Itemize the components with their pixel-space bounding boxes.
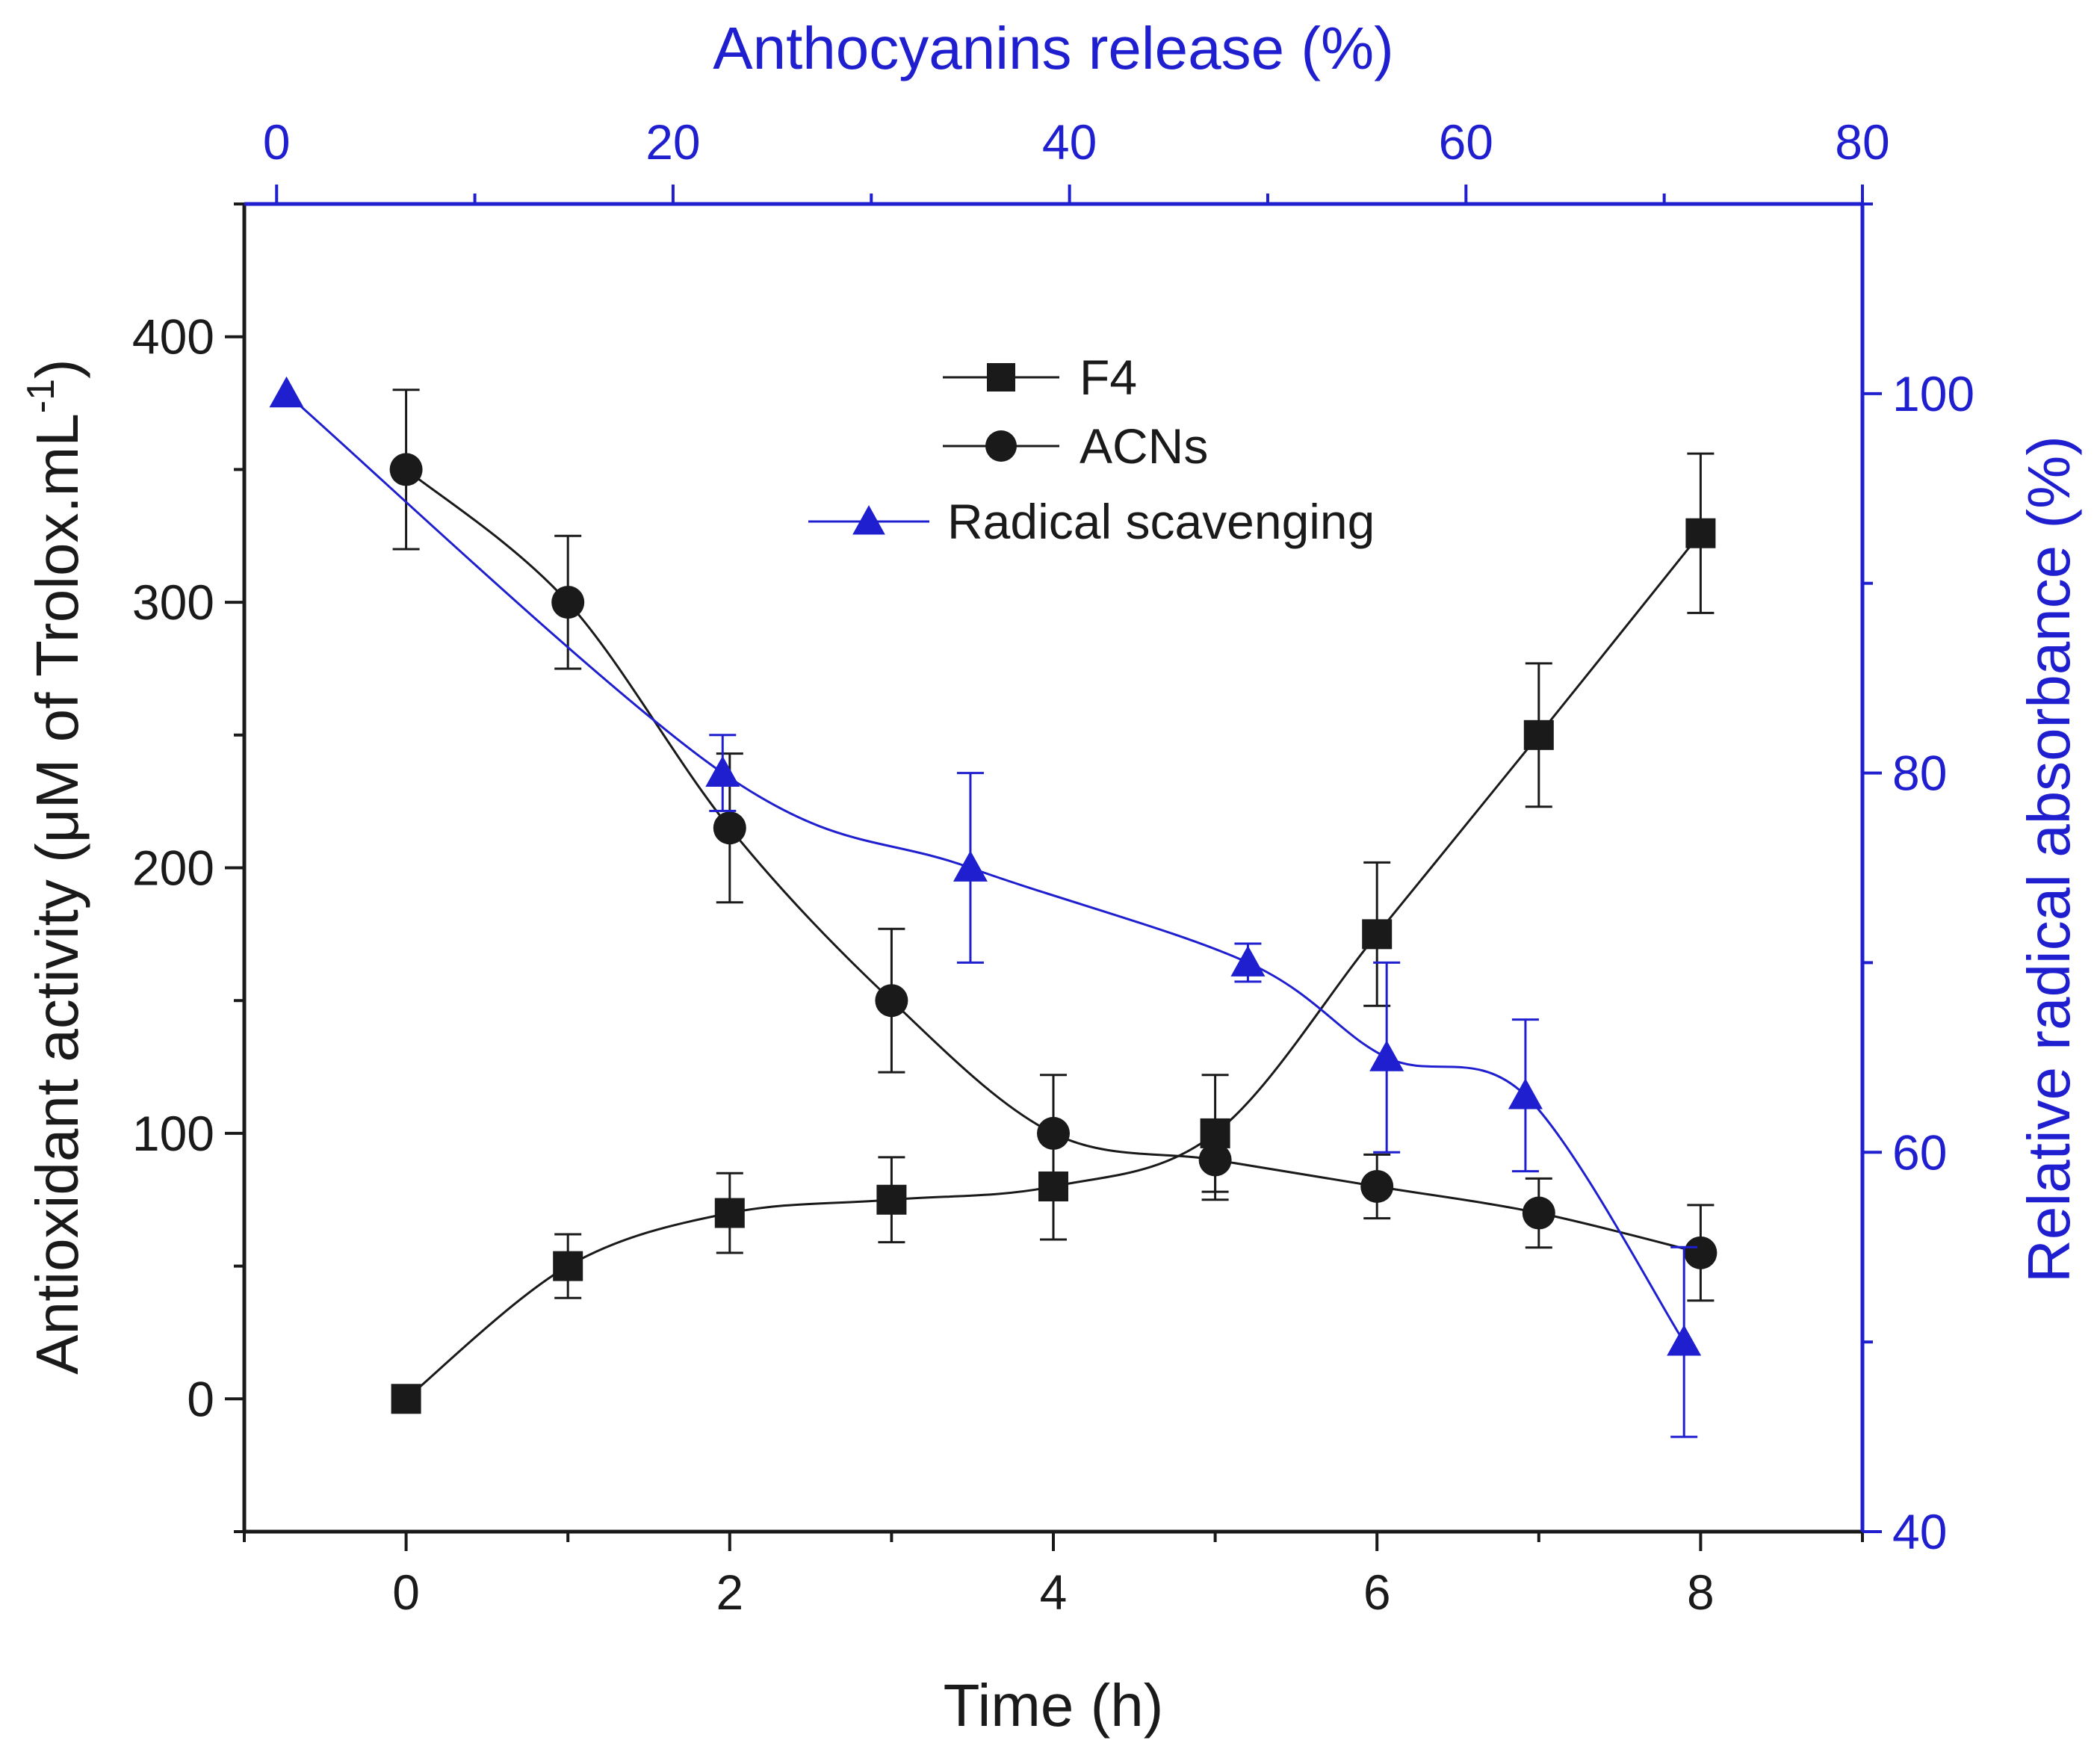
y-tick-label: 100 <box>132 1106 214 1161</box>
data-point <box>1198 1143 1232 1177</box>
y-axis-title-main: Antioxidant activity (μM of Trolox.mL <box>24 413 90 1375</box>
data-point <box>1360 1169 1394 1203</box>
data-point <box>1230 945 1266 977</box>
x-axis-title: Time (h) <box>944 1672 1164 1739</box>
y-tick-label: 400 <box>132 309 214 365</box>
y2-axis-title: Relative radical absorbance (%) <box>2016 436 2082 1283</box>
y2-tick-label: 60 <box>1892 1124 1947 1180</box>
data-point <box>269 376 304 408</box>
x2-tick-label: 40 <box>1042 114 1097 170</box>
data-point <box>391 1384 421 1414</box>
series-f4 <box>391 452 1716 1414</box>
data-point <box>1037 1116 1070 1150</box>
y-axis-title-sup: -1 <box>19 379 63 413</box>
x-tick-label: 0 <box>392 1565 420 1620</box>
x2-tick-label: 0 <box>263 114 291 170</box>
y-tick-label: 0 <box>187 1371 214 1426</box>
data-point <box>553 1251 583 1281</box>
legend-marker <box>985 430 1017 462</box>
y2-tick-label: 40 <box>1892 1504 1947 1559</box>
series-radical-scavenging <box>269 376 1702 1438</box>
legend-item-acns: ACNs <box>943 418 1208 474</box>
data-point <box>1362 919 1393 950</box>
x2-tick-label: 60 <box>1439 114 1493 170</box>
series-layer <box>269 376 1718 1438</box>
top-axis-title: Anthocyanins release (%) <box>713 15 1394 81</box>
legend-item-f4: F4 <box>943 350 1137 405</box>
data-point <box>705 755 740 787</box>
x-tick-label: 4 <box>1040 1565 1068 1620</box>
series-line <box>405 532 1702 1400</box>
data-point <box>1508 1078 1543 1110</box>
plot-frame <box>242 202 1865 1534</box>
series-line <box>405 468 1701 1254</box>
data-point <box>1369 1040 1404 1071</box>
x2-tick-label: 80 <box>1835 114 1889 170</box>
x-tick-label: 8 <box>1687 1565 1715 1620</box>
data-point <box>876 1184 907 1215</box>
y-tick-label: 200 <box>132 841 214 896</box>
legend: F4 ACNs Radical scavenging <box>808 350 1375 549</box>
data-point <box>1523 719 1554 750</box>
y-axis-title: Antioxidant activity (μM of Trolox.mL-1) <box>19 359 90 1374</box>
data-point <box>875 984 908 1018</box>
data-point <box>389 453 423 486</box>
legend-item-radical-scavenging: Radical scavenging <box>808 494 1375 549</box>
series-acns <box>389 389 1718 1302</box>
data-point <box>1685 518 1716 548</box>
data-point <box>1522 1196 1555 1230</box>
legend-label: F4 <box>1080 350 1137 405</box>
y2-tick-label: 80 <box>1892 746 1947 801</box>
data-point <box>551 586 585 619</box>
data-point <box>714 1198 745 1228</box>
legend-label: ACNs <box>1080 418 1208 474</box>
y-axis-title-close: ) <box>24 359 90 379</box>
data-point <box>953 850 988 882</box>
x-tick-label: 2 <box>716 1565 743 1620</box>
y2-tick-label: 100 <box>1892 366 1974 421</box>
data-point <box>1667 1325 1702 1356</box>
data-point <box>713 811 746 845</box>
legend-label: Radical scavenging <box>947 494 1375 549</box>
legend-marker <box>987 363 1015 392</box>
x-tick-label: 6 <box>1363 1565 1391 1620</box>
data-point <box>1684 1236 1718 1269</box>
y-tick-label: 300 <box>132 575 214 630</box>
x2-tick-label: 20 <box>645 114 700 170</box>
legend-marker <box>852 505 885 535</box>
